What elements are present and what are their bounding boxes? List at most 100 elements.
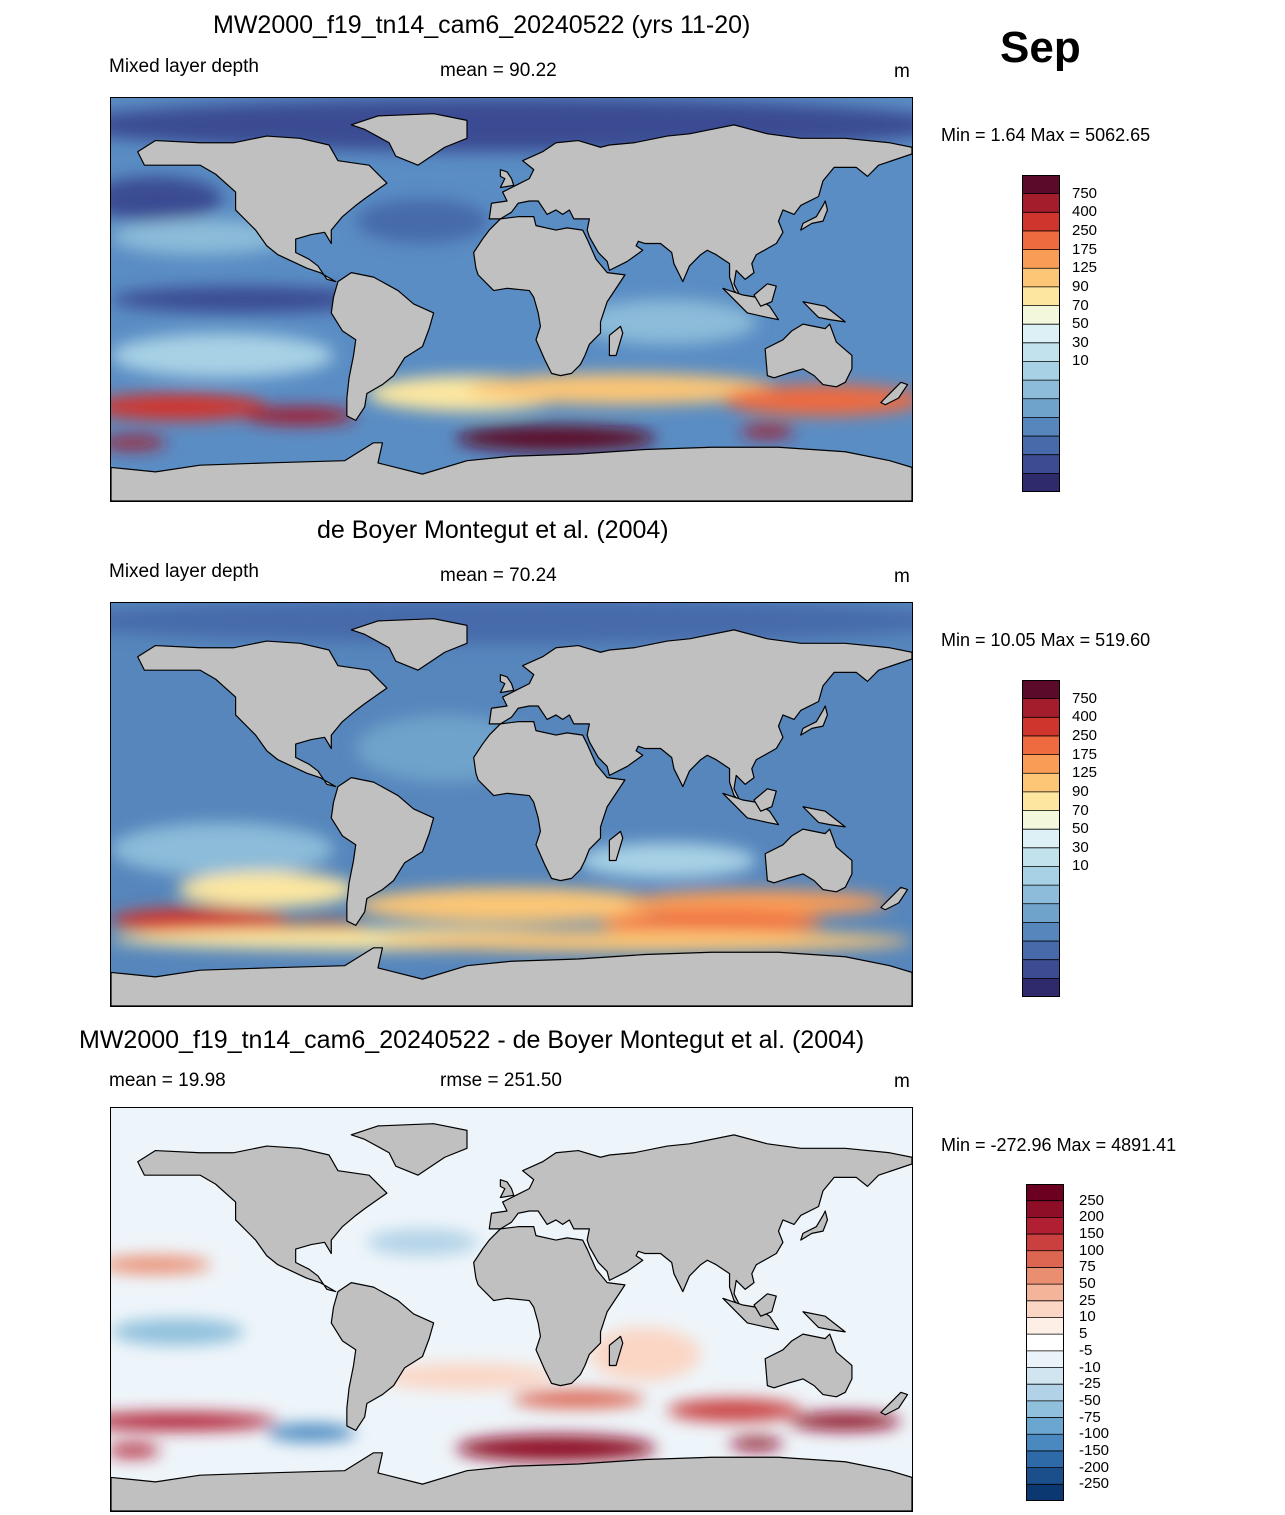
colorbar-tick-label: 250	[1079, 1191, 1105, 1209]
colorbar-tick-label: 125	[1072, 259, 1098, 277]
colorbar-tick-label: 175	[1072, 240, 1098, 258]
landmass-africa	[473, 216, 626, 377]
field-anomaly-region	[111, 436, 167, 450]
colorbar-swatch	[1022, 268, 1060, 288]
colorbar-swatch	[1026, 1200, 1064, 1218]
colorbar-swatch	[1022, 922, 1060, 942]
colorbar-tick-label: 250	[1072, 726, 1098, 744]
colorbar-tick-label: -200	[1079, 1458, 1110, 1476]
landmass-north-america	[137, 1145, 388, 1293]
field-anomaly-region	[111, 333, 334, 378]
field-anomaly-region	[111, 907, 289, 935]
colorbar-swatch	[1022, 754, 1060, 774]
colorbar-swatch	[1026, 1350, 1064, 1369]
colorbar-tick-label: 30	[1072, 333, 1089, 351]
colorbar-swatch	[1026, 1267, 1064, 1285]
colorbar-tick-label: 150	[1079, 1225, 1105, 1243]
field-anomaly-region	[177, 871, 356, 908]
field-anomaly-region	[578, 842, 757, 879]
colorbar-swatch	[1022, 454, 1060, 474]
landmass-antarctica	[111, 442, 912, 501]
field-anomaly-region	[378, 929, 912, 953]
panel1-variable-label: Mixed layer depth	[109, 56, 259, 77]
panel2-mean-label: mean = 70.24	[440, 565, 557, 586]
field-anomaly-region	[111, 1443, 160, 1458]
panel3-units-label: m	[894, 1071, 910, 1092]
landmass-greenland	[350, 113, 468, 166]
colorbar-tick-label: 200	[1079, 1208, 1105, 1226]
field-anomaly-region	[740, 424, 795, 439]
colorbar-swatch	[1022, 380, 1060, 400]
landmass-antarctica	[111, 1452, 912, 1511]
field-anomaly-region	[455, 424, 657, 452]
colorbar-tick-label: 750	[1072, 689, 1098, 707]
colorbar-tick-label: 400	[1072, 708, 1098, 726]
colorbar-tick-label: 50	[1072, 820, 1089, 838]
landmass-new-zealand	[880, 381, 909, 406]
colorbar-swatch	[1022, 978, 1060, 997]
colorbar-swatch	[1022, 773, 1060, 793]
landmass-greenland	[350, 618, 468, 671]
field-anomaly-region	[355, 198, 490, 244]
landmass-south-america	[330, 1282, 435, 1431]
colorbar-tick-label: -5	[1079, 1341, 1093, 1359]
landmass-borneo	[753, 283, 777, 307]
landmass-new-zealand	[880, 886, 909, 911]
colorbar-tick-label: -25	[1079, 1375, 1101, 1393]
field-anomaly-region	[729, 1437, 783, 1451]
colorbar-swatch	[1022, 829, 1060, 849]
field-anomaly-region	[266, 1423, 356, 1442]
colorbar-swatch	[1026, 1467, 1064, 1485]
field-anomaly-region	[111, 603, 912, 644]
field-anomaly-region	[667, 1399, 801, 1422]
colorbar-swatch	[1022, 791, 1060, 812]
colorbar-swatch	[1022, 959, 1060, 979]
colorbar-tick-label: 25	[1079, 1291, 1096, 1309]
colorbar-tick-label: 50	[1072, 315, 1089, 333]
colorbar-tick-label: -250	[1079, 1475, 1110, 1493]
colorbar-tick-label: 100	[1079, 1241, 1105, 1259]
landmass-new-guinea	[802, 301, 846, 323]
panel2-map	[110, 602, 913, 1007]
panel1-mean-label: mean = 90.22	[440, 60, 557, 81]
colorbar-swatch	[1022, 361, 1060, 381]
panel1-map	[110, 97, 913, 502]
panel3-rmse-label: rmse = 251.50	[440, 1070, 562, 1091]
colorbar-swatch	[1022, 436, 1060, 456]
colorbar-tick-label: 10	[1072, 352, 1089, 370]
colorbar-tick-label: 400	[1072, 203, 1098, 221]
colorbar-swatch	[1026, 1417, 1064, 1435]
colorbar-swatch	[1022, 286, 1060, 307]
colorbar-swatch	[1022, 885, 1060, 905]
colorbar-swatch	[1026, 1317, 1064, 1335]
landmass-indonesia	[722, 792, 780, 826]
landmass-new-zealand	[880, 1391, 909, 1416]
colorbar-tick-label: -75	[1079, 1408, 1101, 1426]
colorbar-swatch	[1022, 810, 1060, 830]
colorbar-swatch	[1026, 1300, 1064, 1318]
landmass-madagascar	[608, 325, 624, 357]
colorbar-swatch	[1022, 717, 1060, 737]
landmass-borneo	[753, 788, 777, 812]
colorbar-tick-label: 75	[1079, 1258, 1096, 1276]
colorbar-tick-label: 90	[1072, 277, 1089, 295]
colorbar-tick-label: 250	[1072, 221, 1098, 239]
panel3-minmax: Min = -272.96 Max = 4891.41	[941, 1135, 1177, 1155]
colorbar-swatch	[1022, 324, 1060, 344]
landmass-africa	[473, 721, 626, 882]
panel2-minmax: Min = 10.05 Max = 519.60	[941, 630, 1151, 650]
field-anomaly-region	[111, 218, 289, 255]
field-anomaly-region	[244, 406, 356, 425]
colorbar-swatch	[1026, 1434, 1064, 1452]
field-anomaly-region	[589, 1327, 701, 1382]
colorbar-swatch	[1022, 249, 1060, 269]
field-anomaly-region	[378, 1363, 556, 1391]
landmass-indonesia	[722, 1297, 780, 1331]
field-anomaly-region	[111, 286, 378, 313]
landmass-eurasia	[488, 629, 912, 803]
colorbar-tick-label: 125	[1072, 764, 1098, 782]
landmass-eurasia	[488, 124, 912, 298]
colorbar-tick-label: 70	[1072, 801, 1089, 819]
colorbar-tick-label: 175	[1072, 745, 1098, 763]
colorbar-tick-label: 90	[1072, 782, 1089, 800]
